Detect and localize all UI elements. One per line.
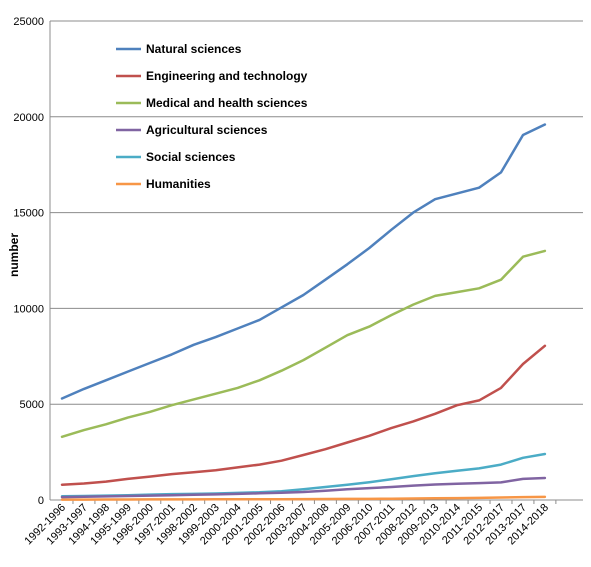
y-tick-label: 15000 [13, 208, 44, 220]
legend: Natural sciences Engineering and technolo… [116, 42, 308, 191]
legend-label: Engineering and technology [146, 69, 308, 83]
series-line-social-sciences [60, 452, 547, 498]
series-line-medical-and-health-sciences [60, 249, 547, 439]
y-tick-label: 0 [38, 495, 44, 507]
series-layer [60, 123, 547, 501]
y-tick-label: 5000 [20, 399, 44, 411]
legend-label: Social sciences [146, 150, 236, 164]
legend-label: Medical and health sciences [146, 96, 308, 110]
legend-label: Natural sciences [146, 42, 242, 56]
series-line-humanities [60, 495, 547, 501]
y-tick-label: 25000 [13, 16, 44, 28]
y-axis-label: number [7, 233, 21, 277]
legend-label: Agricultural sciences [146, 123, 268, 137]
y-tick-label: 10000 [13, 303, 44, 315]
grid-layer [50, 20, 583, 405]
series-line-engineering-and-technology [60, 344, 547, 486]
legend-label: Humanities [146, 177, 211, 191]
y-tick-label: 20000 [13, 112, 44, 124]
series-line-natural-sciences [60, 123, 547, 400]
series-line-agricultural-sciences [60, 476, 547, 499]
